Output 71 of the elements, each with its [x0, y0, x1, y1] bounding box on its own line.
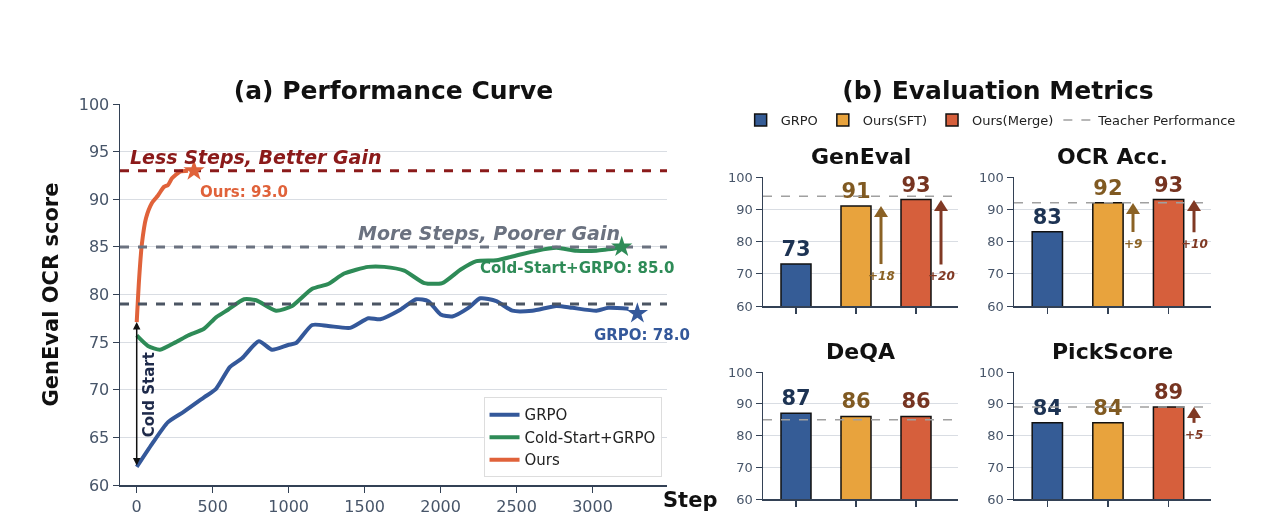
ref-line-label: More Steps, Poorer Gain — [358, 222, 620, 244]
x-tick-label: 1000 — [268, 496, 310, 515]
x-axis-title: Step — [663, 488, 718, 512]
legend-label: GRPO — [780, 113, 818, 129]
y-tick-label: 70 — [736, 459, 753, 475]
chart-title: (b) Evaluation Metrics — [842, 75, 1154, 105]
y-tick-label: 65 — [88, 427, 110, 447]
y-tick-label: 100 — [979, 169, 1004, 185]
data-label: 73 — [781, 237, 811, 262]
x-tick-label: 1500 — [344, 496, 385, 515]
data-label: 89 — [1153, 379, 1184, 404]
y-tick-label: 70 — [736, 266, 753, 282]
data-label: 84 — [1093, 395, 1123, 420]
data-label: 86 — [841, 389, 871, 414]
x-tick-label: 2000 — [420, 496, 461, 515]
annotation: Ours: 93.0 — [200, 183, 288, 201]
y-tick-label: 100 — [728, 169, 753, 185]
y-tick-label: 60 — [987, 491, 1004, 507]
y-tick-label: 80 — [736, 234, 753, 250]
y-tick-label: 90 — [736, 396, 753, 412]
y-tick-label: 90 — [987, 396, 1004, 412]
chart-title: PickScore — [1052, 339, 1174, 364]
annotation: GRPO: 78.0 — [594, 326, 690, 344]
data-label: 93 — [901, 172, 931, 197]
chart-title: OCR Acc. — [1057, 144, 1168, 169]
data-label: 87 — [781, 386, 811, 411]
y-tick-label: 90 — [88, 189, 110, 209]
data-label: 91 — [841, 179, 871, 204]
x-tick-label: 0 — [131, 496, 142, 515]
x-tick-label: 500 — [197, 496, 228, 515]
y-tick-label: 90 — [987, 201, 1004, 217]
x-tick-label: 3000 — [572, 496, 613, 515]
chart-title: DeQA — [826, 339, 895, 364]
legend-label: Cold-Start+GRPO — [524, 428, 656, 447]
y-axis-title: GenEval OCR score — [39, 182, 64, 407]
x-tick-label: 2500 — [496, 496, 537, 515]
y-tick-label: 85 — [88, 237, 110, 257]
annotation: +5 — [1185, 428, 1204, 442]
y-tick-label: 75 — [88, 332, 110, 352]
y-tick-label: 90 — [736, 201, 753, 217]
annotation: Cold Start — [140, 352, 159, 438]
legend-label: GRPO — [524, 406, 568, 425]
ref-line-label: Less Steps, Better Gain — [130, 146, 382, 168]
y-tick-label: 70 — [987, 266, 1004, 282]
y-tick-label: 70 — [987, 459, 1004, 475]
annotation: Cold-Start+GRPO: 85.0 — [480, 259, 675, 277]
data-label: 84 — [1032, 395, 1062, 420]
legend-label: Ours(SFT) — [862, 113, 928, 129]
data-label: 86 — [901, 389, 931, 414]
y-tick-label: 95 — [88, 142, 110, 162]
data-label: 93 — [1153, 172, 1184, 197]
y-tick-label: 80 — [736, 428, 753, 444]
y-tick-label: 60 — [736, 491, 753, 507]
y-tick-label: 70 — [88, 380, 110, 400]
legend-label: Ours(Merge) — [972, 113, 1054, 129]
y-tick-label: 80 — [987, 428, 1004, 444]
y-tick-label: 100 — [728, 364, 753, 380]
y-tick-label: 60 — [987, 298, 1004, 314]
chart-title: (a) Performance Curve — [233, 75, 554, 105]
y-tick-label: 60 — [736, 298, 753, 314]
y-tick-label: 100 — [78, 94, 110, 114]
data-label: 83 — [1032, 204, 1062, 229]
data-label: 92 — [1093, 175, 1123, 200]
chart-subtitle: GenEval — [811, 144, 912, 169]
y-tick-label: 80 — [987, 234, 1004, 250]
legend-label: Teacher Performance — [1097, 113, 1236, 129]
legend-label: Ours — [524, 451, 561, 470]
y-tick-label: 100 — [979, 364, 1004, 380]
y-tick-label: 60 — [88, 475, 110, 495]
annotation: +9 — [1124, 237, 1143, 251]
y-tick-label: 80 — [88, 285, 110, 305]
